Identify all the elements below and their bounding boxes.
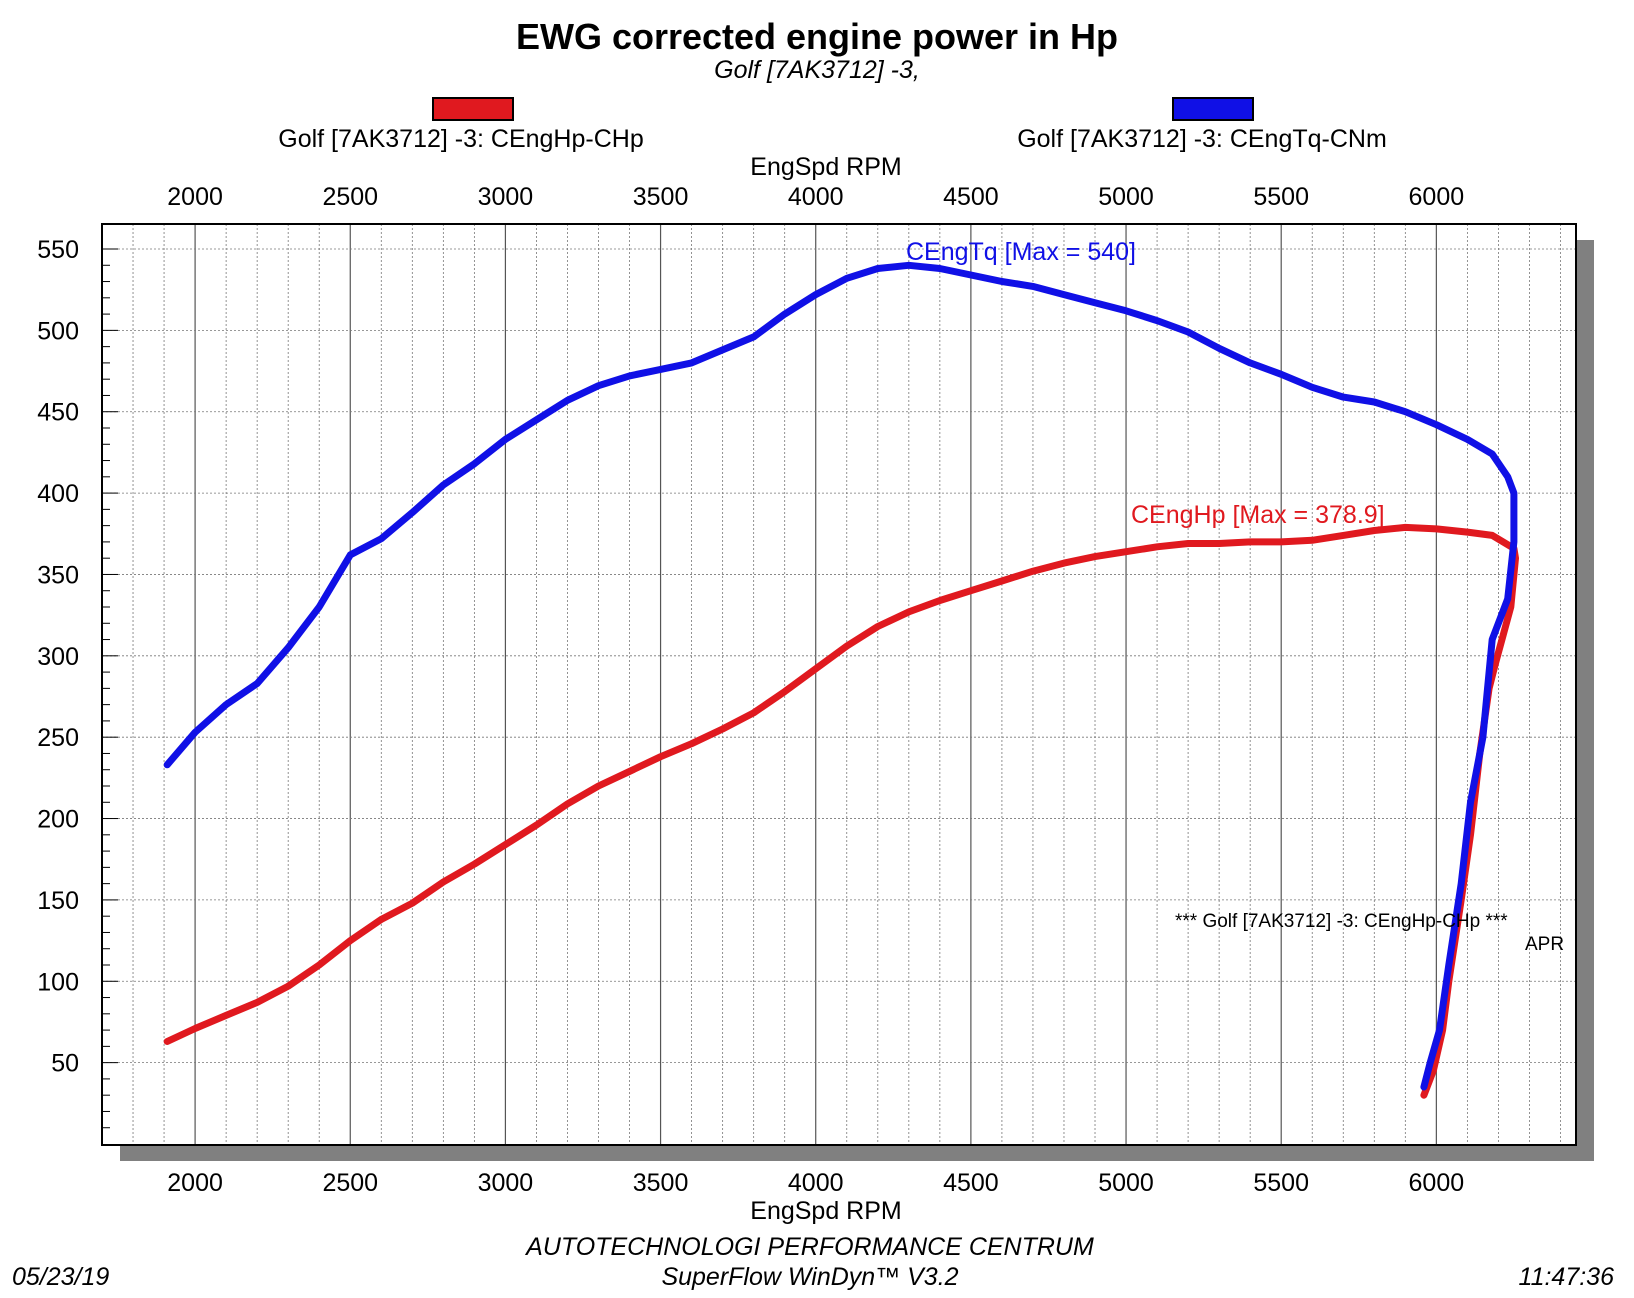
y-tick-label: 150 <box>37 887 79 915</box>
x-tick-label-top: 4000 <box>788 183 844 211</box>
x-tick-label-bottom: 3000 <box>478 1169 534 1197</box>
x-tick-label-top: 5500 <box>1253 183 1309 211</box>
series-lines <box>163 261 1519 1099</box>
x-axis-label-bottom: EngSpd RPM <box>750 1197 902 1225</box>
y-tick-label: 500 <box>37 317 79 345</box>
footer-date: 05/23/19 <box>12 1263 110 1291</box>
x-tick-label-bottom: 3500 <box>633 1169 689 1197</box>
x-tick-label-top: 5000 <box>1098 183 1154 211</box>
x-tick-label-top: 3000 <box>478 183 534 211</box>
y-tick-label: 250 <box>37 724 79 752</box>
run-note-line2: APR <box>1525 934 1565 955</box>
footer-software: SuperFlow WinDyn™ V3.2 <box>661 1263 959 1291</box>
y-tick-label: 400 <box>37 480 79 508</box>
annotation-hp-max: CEngHp [Max = 378.9] <box>1131 501 1385 529</box>
grid <box>102 224 1576 1145</box>
y-tick-label: 100 <box>37 968 79 996</box>
y-tick-label: 200 <box>37 806 79 834</box>
plot-border <box>101 223 1577 1146</box>
series-line-tq <box>163 261 1518 1091</box>
y-tick-label: 450 <box>37 399 79 427</box>
x-tick-label-bottom: 6000 <box>1409 1169 1465 1197</box>
x-tick-label-top: 4500 <box>943 183 999 211</box>
annotation-tq-max: CEngTq [Max = 540] <box>906 238 1136 266</box>
y-tick-label: 350 <box>37 561 79 589</box>
run-note-line1: *** Golf [7AK3712] -3: CEngHp-CHp *** <box>1175 911 1508 932</box>
x-tick-label-bottom: 5500 <box>1253 1169 1309 1197</box>
x-tick-label-bottom: 4500 <box>943 1169 999 1197</box>
axis-ticks: 2000 2000 2500 2500 3000 3000 3500 3500 4000 4000… <box>37 183 1464 1197</box>
footer-company: AUTOTECHNOLOGI PERFORMANCE CENTRUM <box>526 1233 1094 1261</box>
x-axis-label-top: EngSpd RPM <box>750 153 902 181</box>
y-tick-label: 50 <box>51 1050 79 1078</box>
footer-time: 11:47:36 <box>1518 1263 1614 1291</box>
x-tick-label-bottom: 2500 <box>322 1169 378 1197</box>
x-tick-label-top: 2000 <box>167 183 223 211</box>
legend-label-hp: Golf [7AK3712] -3: CEngHp-CHp <box>278 125 644 153</box>
series-line-hp <box>163 523 1519 1099</box>
plot-area <box>101 223 1577 1146</box>
legend-swatch-hp <box>432 97 514 121</box>
legend-label-tq: Golf [7AK3712] -3: CEngTq-CNm <box>1017 125 1387 153</box>
chart-title: EWG corrected engine power in Hp <box>515 16 1119 57</box>
y-tick-label: 300 <box>37 643 79 671</box>
x-tick-label-bottom: 2000 <box>167 1169 223 1197</box>
legend-swatch-tq <box>1172 97 1254 121</box>
y-tick-label: 550 <box>37 236 79 264</box>
x-tick-label-bottom: 4000 <box>788 1169 844 1197</box>
x-tick-label-bottom: 5000 <box>1098 1169 1154 1197</box>
x-tick-label-top: 2500 <box>322 183 378 211</box>
x-tick-label-top: 6000 <box>1409 183 1465 211</box>
annotations: CEngHp [Max = 378.9] CEngTq [Max = 540] <box>906 238 1385 529</box>
x-tick-label-top: 3500 <box>633 183 689 211</box>
chart-subtitle: Golf [7AK3712] -3, <box>714 56 920 84</box>
